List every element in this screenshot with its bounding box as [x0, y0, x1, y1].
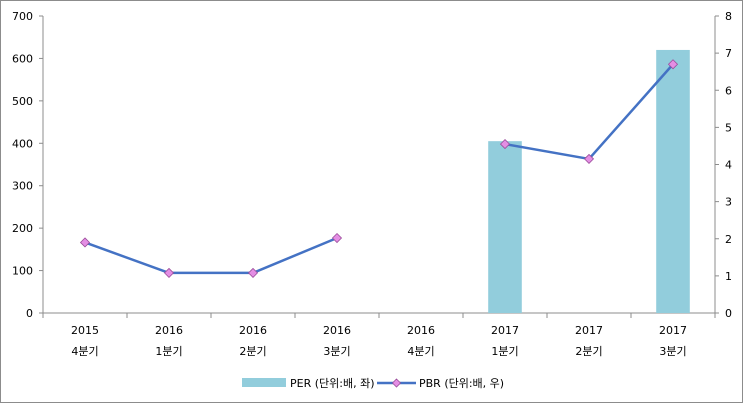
x-tick-label-quarter: 2분기 — [239, 345, 266, 358]
pbr-point — [247, 267, 259, 278]
left-tick-label: 400 — [12, 137, 33, 150]
right-tick-label: 3 — [725, 196, 732, 209]
right-tick-label: 6 — [725, 84, 732, 97]
left-tick-label: 600 — [12, 52, 33, 65]
x-tick-label-year: 2017 — [491, 324, 519, 337]
left-tick-label: 300 — [12, 180, 33, 193]
x-tick-label-year: 2017 — [575, 324, 603, 337]
per-bar — [656, 49, 690, 313]
left-tick-label: 700 — [12, 10, 33, 23]
right-tick-label: 1 — [725, 270, 732, 283]
x-tick-label-quarter: 4분기 — [71, 345, 98, 358]
pbr-point — [667, 59, 679, 70]
axes — [39, 15, 719, 318]
right-tick-label: 0 — [725, 307, 732, 320]
pbr-line-segment — [504, 63, 674, 161]
legend-swatch-per — [242, 378, 286, 387]
pbr-point — [163, 267, 175, 278]
x-tick-label-quarter: 3분기 — [323, 345, 350, 358]
x-tick-label-quarter: 3분기 — [659, 345, 686, 358]
x-tick-label-quarter: 2분기 — [575, 345, 602, 358]
x-tick-label-year: 2015 — [71, 324, 99, 337]
x-tick-label-quarter: 1분기 — [491, 345, 518, 358]
left-tick-label: 100 — [12, 265, 33, 278]
left-tick-label: 500 — [12, 95, 33, 108]
legend-label-per: PER (단위:배, 좌) — [290, 377, 375, 390]
right-tick-label: 8 — [725, 10, 732, 23]
pbr-point — [79, 237, 91, 248]
left-tick-label: 200 — [12, 222, 33, 235]
x-tick-label-year: 2016 — [239, 324, 267, 337]
right-tick-label: 7 — [725, 47, 732, 60]
right-tick-label: 2 — [725, 233, 732, 246]
x-tick-label-year: 2016 — [155, 324, 183, 337]
x-tick-label-year: 2016 — [323, 324, 351, 337]
line-series-pbr — [79, 59, 679, 278]
pbr-line-segment — [84, 236, 338, 275]
pbr-point — [499, 139, 511, 150]
x-tick-label-quarter: 1분기 — [155, 345, 182, 358]
left-tick-label: 0 — [26, 307, 33, 320]
x-tick-label-year: 2016 — [407, 324, 435, 337]
tick-labels: 0 100 200 300 400 500 600 700 0 1 2 3 4 5 6 7 8 2015 4분기 20… — [12, 10, 732, 358]
pbr-point — [583, 153, 595, 164]
bar-series-per — [488, 49, 690, 313]
legend-swatch-pbr-marker — [391, 378, 402, 388]
pbr-point — [331, 232, 343, 244]
per-bar — [488, 141, 522, 313]
right-tick-label: 5 — [725, 121, 732, 134]
right-tick-label: 4 — [725, 159, 732, 172]
x-tick-label-quarter: 4분기 — [407, 345, 434, 358]
x-tick-label-year: 2017 — [659, 324, 687, 337]
legend: PER (단위:배, 좌) PBR (단위:배, 우) — [242, 377, 504, 390]
legend-label-pbr: PBR (단위:배, 우) — [419, 377, 504, 390]
